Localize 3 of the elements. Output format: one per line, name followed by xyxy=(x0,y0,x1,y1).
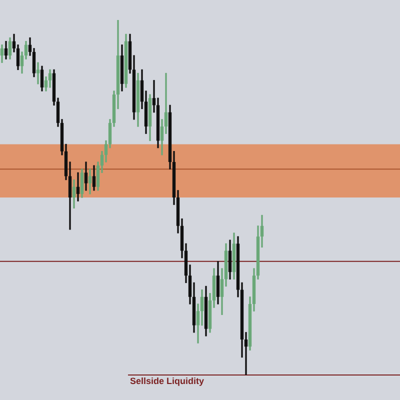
candlestick xyxy=(76,172,80,202)
ref-line-label: Sellside Liquidity xyxy=(130,376,204,386)
candlestick xyxy=(36,62,40,84)
